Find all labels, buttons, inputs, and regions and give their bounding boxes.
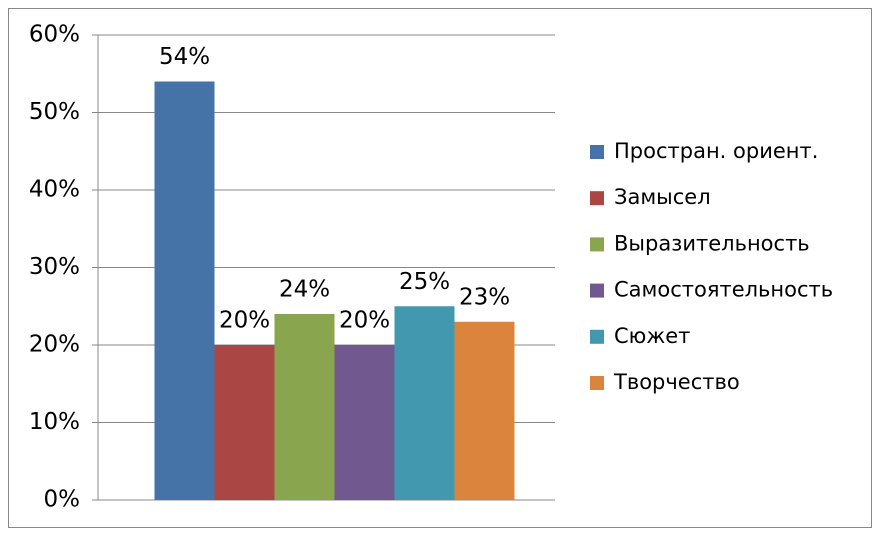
- legend-swatch: [590, 237, 604, 252]
- y-tick-label: 50%: [29, 99, 80, 125]
- bar: [274, 314, 335, 500]
- bar: [154, 81, 215, 500]
- y-tick-label: 60%: [29, 22, 80, 48]
- y-tick-label: 10%: [29, 409, 80, 435]
- legend-swatch: [590, 145, 604, 159]
- legend-label: Сюжет: [614, 324, 690, 348]
- value-label: 25%: [399, 269, 450, 295]
- legend-swatch: [590, 329, 604, 344]
- legend-label: Выразительность: [614, 231, 810, 255]
- value-label: 24%: [279, 277, 330, 303]
- value-label: 23%: [459, 284, 510, 310]
- bar: [394, 306, 455, 500]
- bar: [214, 345, 275, 500]
- legend-label: Замысел: [614, 185, 711, 209]
- bar: [454, 321, 515, 500]
- y-tick-label: 0%: [44, 487, 81, 513]
- y-tick-label: 40%: [29, 177, 80, 203]
- value-label: 20%: [219, 308, 270, 334]
- y-tick-label: 20%: [29, 332, 80, 358]
- bar: [334, 345, 395, 500]
- legend-label: Самостоятельность: [614, 278, 833, 302]
- value-label: 20%: [339, 308, 390, 334]
- y-tick-label: 30%: [29, 254, 80, 280]
- legend-label: Простран. ориент.: [614, 139, 818, 163]
- legend-label: Творчество: [613, 370, 740, 394]
- value-label: 54%: [159, 44, 210, 70]
- legend-swatch: [590, 376, 604, 390]
- legend-swatch: [590, 191, 604, 206]
- legend-swatch: [590, 283, 604, 298]
